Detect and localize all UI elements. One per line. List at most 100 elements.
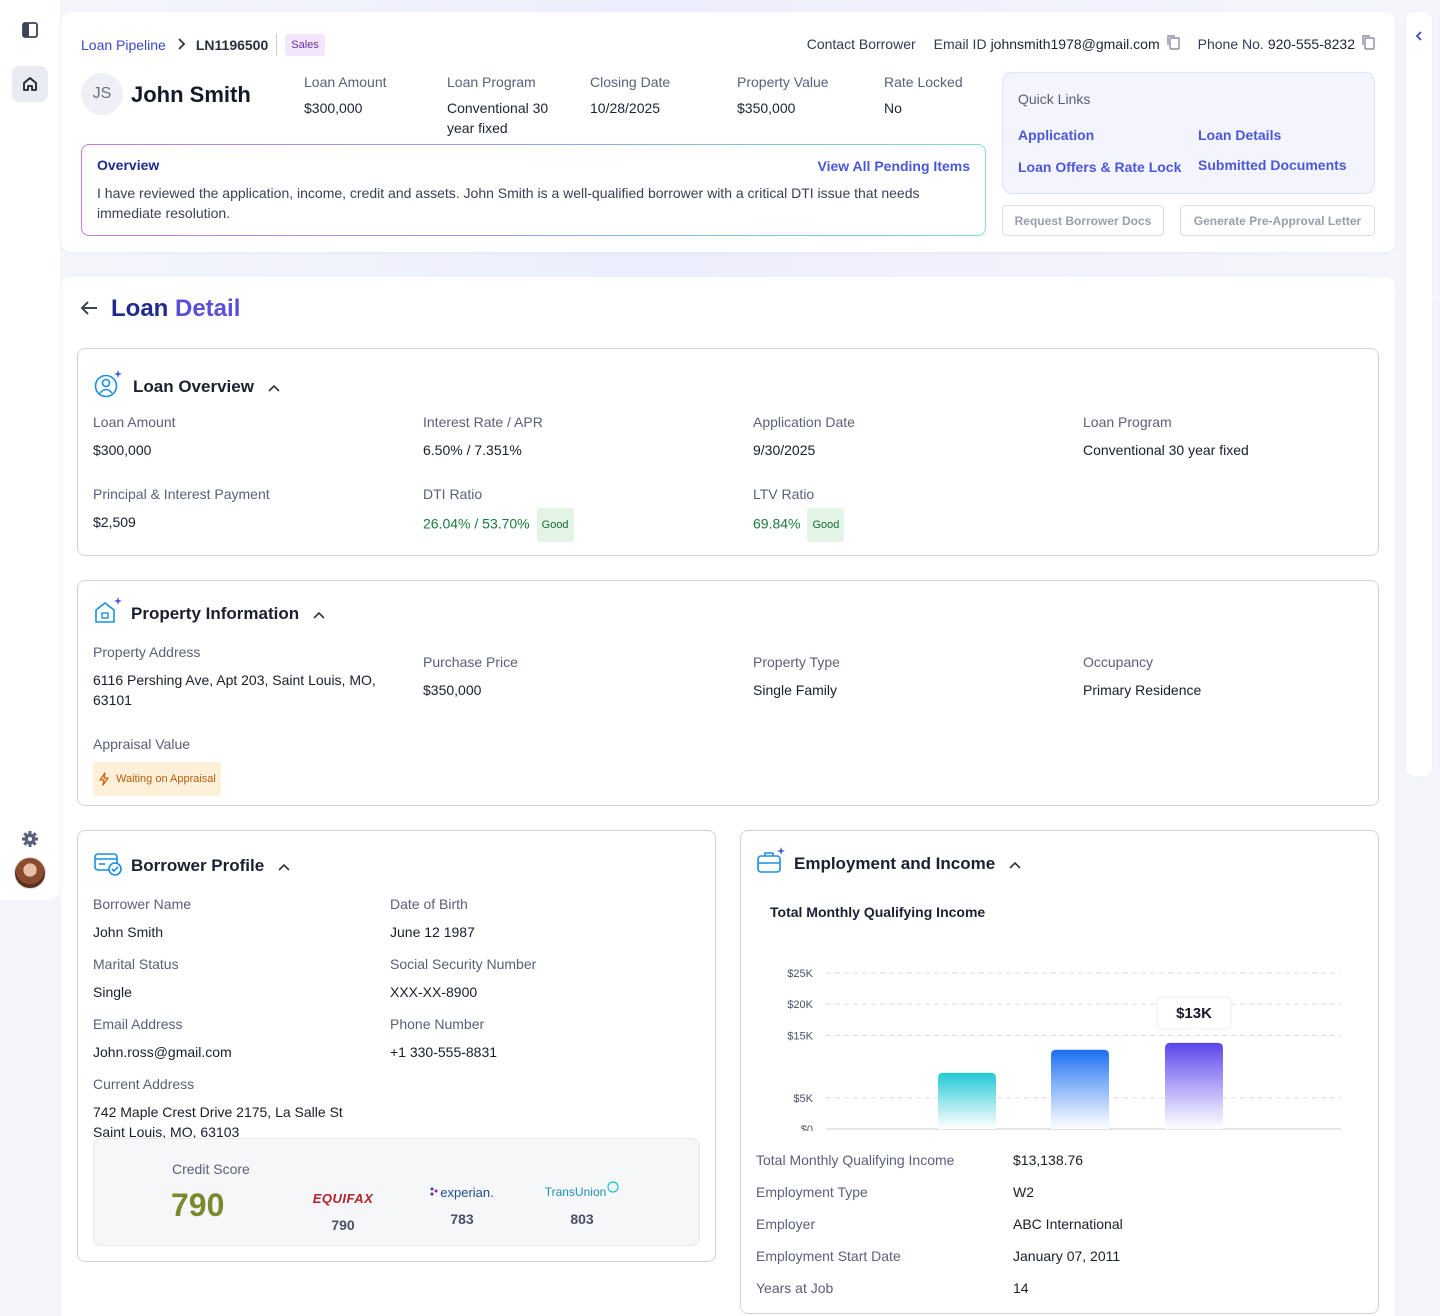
field-occupancy: Occupancy Primary Residence [1083, 654, 1201, 700]
chevron-up-icon[interactable] [313, 604, 325, 624]
briefcase-sparkle-icon [756, 846, 786, 881]
row-value: 14 [1013, 1280, 1029, 1296]
employment-income-section: Employment and Income Total Monthly Qual… [740, 830, 1379, 1314]
ltv-value: 69.84% [753, 515, 801, 532]
chevron-up-icon[interactable] [278, 856, 290, 876]
section-header[interactable]: Loan Overview [93, 369, 280, 404]
overview-panel: Overview View All Pending Items I have r… [81, 144, 986, 236]
field-value: Single [93, 984, 132, 1000]
borrower-profile-section: Borrower Profile Borrower Name John Smith… [77, 830, 716, 1262]
chevron-up-icon[interactable] [268, 377, 280, 397]
loan-id: LN1196500 [195, 37, 269, 53]
row-value: January 07, 2011 [1013, 1248, 1121, 1264]
chevron-up-icon[interactable] [1009, 854, 1021, 874]
home-icon[interactable] [12, 66, 48, 102]
field-value: 6116 Pershing Ave, Apt 203, Saint Louis,… [93, 672, 376, 708]
view-all-pending-items-link[interactable]: View All Pending Items [817, 158, 970, 174]
experian-name: experian. [440, 1184, 494, 1200]
field-label: Property Address [93, 644, 201, 660]
generate-preapproval-button[interactable]: Generate Pre-Approval Letter [1180, 205, 1375, 236]
row-label: Total Monthly Qualifying Income [756, 1152, 955, 1168]
stat-value: Conventional 30 year fixed [447, 100, 549, 136]
field-label: Occupancy [1083, 654, 1154, 670]
bar-2023[interactable] [1051, 1049, 1109, 1129]
gear-icon[interactable] [12, 821, 48, 857]
row-value: $13,138.76 [1013, 1152, 1084, 1168]
property-information-section: Property Information Property Address 611… [77, 580, 1379, 806]
contact-row: Contact Borrower Email ID johnsmith1978@… [789, 34, 1375, 53]
lightning-icon [99, 772, 109, 786]
breadcrumb: Loan Pipeline LN1196500 Sales [81, 34, 325, 56]
chevron-left-icon[interactable] [1413, 30, 1425, 42]
dti-value: 26.04% / 53.70% [423, 515, 530, 532]
section-header[interactable]: Property Information [93, 596, 325, 631]
section-header[interactable]: Employment and Income [756, 846, 1021, 881]
bureau-equifax: EQUIFAX 790 [298, 1185, 388, 1234]
left-rail [0, 0, 60, 900]
field-label: Purchase Price [423, 654, 518, 670]
equifax-logo: EQUIFAX [298, 1185, 388, 1211]
stat-closing-date: Closing Date 10/28/2025 [590, 74, 710, 118]
page-title-part-b: Detail [175, 295, 241, 322]
stat-label: Property Value [737, 74, 829, 90]
quick-link-application[interactable]: Application [1018, 127, 1095, 143]
request-borrower-docs-button[interactable]: Request Borrower Docs [1002, 205, 1164, 236]
tooltip-arrow [1188, 1028, 1200, 1035]
bar-2024[interactable] [1165, 1042, 1223, 1129]
stat-label: Loan Program [447, 74, 536, 90]
borrower-name: John Smith [131, 82, 251, 107]
field-label: Date of Birth [390, 896, 468, 912]
divider [276, 34, 278, 56]
field-value: Conventional 30 year fixed [1083, 442, 1249, 458]
field-value: XXX-XX-8900 [390, 984, 478, 1000]
quick-link-submitted-documents[interactable]: Submitted Documents [1198, 157, 1347, 173]
tooltip-value: $13K [1176, 1005, 1212, 1022]
field-label: Appraisal Value [93, 736, 191, 752]
quick-link-loan-offers[interactable]: Loan Offers & Rate Lock [1018, 159, 1182, 175]
bar-2022[interactable] [938, 1072, 996, 1129]
user-avatar[interactable] [14, 857, 46, 889]
field-label: LTV Ratio [753, 486, 815, 502]
back-arrow-icon[interactable] [79, 299, 99, 322]
field-value: $2,509 [93, 514, 136, 530]
stat-value: $350,000 [737, 100, 796, 116]
y-tick-label: $25K [787, 968, 813, 980]
house-sparkle-icon [93, 596, 123, 631]
email-label: Email ID [933, 35, 987, 52]
sales-badge: Sales [285, 34, 325, 56]
field-label: Email Address [93, 1016, 183, 1032]
chevron-right-icon [176, 37, 186, 53]
toggle-sidebar-icon[interactable] [12, 12, 48, 48]
breadcrumb-loan-pipeline[interactable]: Loan Pipeline [81, 37, 166, 53]
borrower-initials-avatar: JS [81, 73, 123, 115]
field-value: 6.50% / 7.351% [423, 442, 522, 458]
contact-borrower-link[interactable]: Contact Borrower [806, 35, 916, 52]
experian-logo: experian. [417, 1179, 507, 1205]
field-value: 9/30/2025 [753, 442, 816, 458]
section-header[interactable]: Borrower Profile [93, 848, 290, 883]
copy-icon[interactable] [1361, 34, 1375, 53]
transunion-name: TransUnion [544, 1185, 607, 1199]
section-title: Property Information [131, 603, 300, 623]
field-current-address: Current Address 742 Maple Crest Drive 217… [93, 1076, 373, 1142]
credit-score-label: Credit Score [172, 1161, 250, 1177]
field-label: Marital Status [93, 956, 179, 972]
y-tick-label: $15K [787, 1030, 813, 1042]
field-marital-status: Marital Status Single [93, 956, 179, 1002]
field-value: $300,000 [93, 442, 152, 458]
field-label: Interest Rate / APR [423, 414, 543, 430]
equifax-name: EQUIFAX [312, 1190, 374, 1206]
field-ssn: Social Security Number XXX-XX-8900 [390, 956, 536, 1002]
field-label: Social Security Number [390, 956, 537, 972]
page-title: Loan Detail [111, 295, 240, 323]
section-title: Borrower Profile [131, 855, 265, 875]
quick-link-loan-details[interactable]: Loan Details [1198, 127, 1282, 143]
phone-label: Phone No. [1197, 35, 1264, 52]
copy-icon[interactable] [1166, 34, 1180, 53]
row-label: Years at Job [756, 1280, 834, 1296]
overview-title: Overview [97, 157, 160, 173]
email-value: johnsmith1978@gmail.com [990, 35, 1160, 52]
field-email-address: Email Address John.ross@gmail.com [93, 1016, 232, 1062]
right-collapse-rail[interactable] [1406, 12, 1432, 776]
bureau-score: 790 [331, 1217, 355, 1233]
